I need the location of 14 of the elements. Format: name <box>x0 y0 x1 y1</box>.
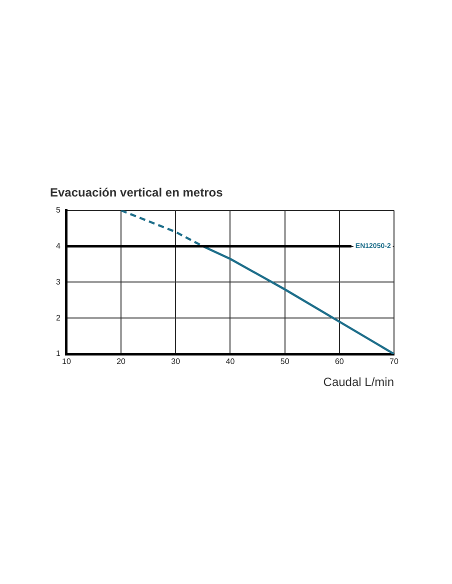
x-tick-label: 10 <box>62 357 72 366</box>
x-tick-label: 50 <box>280 357 290 366</box>
chart-title: Evacuación vertical en metros <box>50 186 224 200</box>
x-tick-label: 70 <box>390 357 399 366</box>
x-tick-label: 20 <box>116 357 126 366</box>
y-tick-label: 1 <box>56 349 61 358</box>
y-tick-label: 2 <box>56 313 61 322</box>
y-tick-label: 3 <box>56 277 61 286</box>
x-tick-label: 60 <box>334 357 344 366</box>
y-tick-label: 4 <box>56 242 61 251</box>
x-tick-label: 40 <box>226 357 236 366</box>
x-tick-label: 30 <box>171 357 181 366</box>
y-tick-label: 5 <box>56 206 61 215</box>
x-axis-title: Caudal L/min <box>323 375 394 390</box>
